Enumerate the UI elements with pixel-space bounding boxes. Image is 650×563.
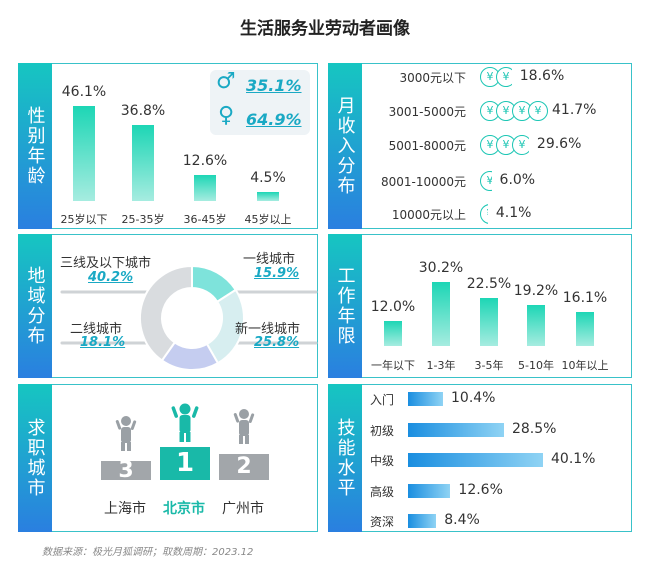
work-bar bbox=[384, 320, 402, 346]
age-bar bbox=[194, 175, 216, 201]
male-share: 35.1% bbox=[246, 76, 302, 95]
age-bar bbox=[73, 106, 95, 201]
connector-lines bbox=[60, 290, 318, 345]
work-bar bbox=[480, 298, 498, 346]
male-icon: ♂ bbox=[216, 69, 236, 94]
person-icon-rank1 bbox=[171, 403, 199, 442]
region-label-tier1: 一线城市 bbox=[243, 252, 296, 267]
work-bar-label: 22.5% bbox=[466, 276, 512, 293]
skill-bar bbox=[408, 514, 437, 528]
coin-partial-icon: ¥ bbox=[480, 203, 488, 225]
female-share: 64.9% bbox=[246, 110, 302, 129]
work-category: 10年以上 bbox=[561, 359, 609, 372]
skill-value: 10.4% bbox=[451, 390, 496, 406]
person-icon-rank3 bbox=[115, 416, 137, 451]
region-value-tier1: 15.9% bbox=[254, 266, 300, 281]
work-years-tab: 工作年限 bbox=[328, 234, 362, 378]
gender-box bbox=[210, 70, 310, 135]
age-bar-label: 46.1% bbox=[61, 84, 107, 100]
city-rank1: 北京市 bbox=[163, 501, 205, 517]
region-tab: 地域分布 bbox=[18, 234, 52, 378]
region-value-tier3: 40.2% bbox=[88, 270, 134, 285]
podium-rank1: 1 bbox=[160, 447, 210, 480]
cities-tab: 求职城市 bbox=[18, 384, 52, 532]
region-label-tier3: 三线及以下城市 bbox=[60, 256, 152, 271]
age-bar bbox=[132, 125, 154, 201]
skill-category: 资深 bbox=[370, 515, 395, 529]
city-rank2: 广州市 bbox=[222, 501, 264, 517]
income-category: 8001-10000元 bbox=[380, 175, 466, 189]
income-category: 3001-5000元 bbox=[388, 105, 466, 119]
region-value-newtier1: 25.8% bbox=[254, 335, 300, 350]
page-title: 生活服务业劳动者画像 bbox=[240, 19, 410, 39]
coin-partial-icon: ¥ bbox=[480, 170, 492, 192]
coin-icon: ¥ bbox=[496, 67, 512, 87]
region-donut-chart bbox=[60, 264, 318, 371]
data-source-note: 数据来源：极光月狐调研；取数周期：2023.12 bbox=[42, 547, 254, 558]
coin-icon: ¥ bbox=[480, 204, 488, 224]
work-bar-label: 19.2% bbox=[513, 283, 559, 300]
skill-tab: 技能水平 bbox=[328, 384, 362, 532]
skill-category: 初级 bbox=[370, 424, 395, 438]
coin-icon: ¥ bbox=[480, 171, 492, 191]
region-label-tier2: 二线城市 bbox=[70, 322, 123, 337]
donut-slices bbox=[139, 264, 245, 371]
income-value: 29.6% bbox=[536, 136, 582, 152]
income-category: 3000元以下 bbox=[399, 71, 466, 85]
skill-value: 28.5% bbox=[511, 421, 557, 437]
income-value: 6.0% bbox=[499, 172, 536, 188]
gender-age-tab: 性别年龄 bbox=[18, 63, 52, 229]
work-category: 一年以下 bbox=[371, 359, 415, 372]
work-bar bbox=[527, 305, 545, 346]
city-rank3: 上海市 bbox=[104, 501, 146, 517]
coin-icon: ¥ bbox=[512, 135, 529, 155]
skill-category: 入门 bbox=[370, 393, 395, 407]
income-tab: 月收入分布 bbox=[328, 63, 362, 229]
coin-partial-icon: ¥ bbox=[496, 66, 512, 88]
region-label-newtier1: 新一线城市 bbox=[235, 322, 301, 337]
podium-rank3: 3 bbox=[101, 460, 151, 482]
income-value: 4.1% bbox=[495, 205, 532, 221]
age-bar-label: 12.6% bbox=[182, 153, 228, 170]
work-bar-label: 16.1% bbox=[562, 289, 608, 306]
age-category: 25-35岁 bbox=[121, 213, 165, 226]
region-value-tier2: 18.1% bbox=[80, 335, 126, 350]
skill-category: 中级 bbox=[370, 454, 395, 468]
work-bar-label: 30.2% bbox=[418, 260, 464, 276]
work-bar-label: 12.0% bbox=[370, 298, 416, 315]
work-bar bbox=[576, 311, 594, 346]
income-value: 18.6% bbox=[519, 68, 565, 84]
age-bar-label: 36.8% bbox=[120, 103, 166, 120]
income-value: 41.7% bbox=[552, 102, 597, 118]
age-category: 36-45岁 bbox=[183, 213, 227, 226]
skill-bar bbox=[408, 423, 504, 437]
skill-value: 8.4% bbox=[444, 512, 480, 528]
skill-value: 12.6% bbox=[458, 482, 503, 498]
coin-icon: ¥ bbox=[512, 101, 532, 121]
work-category: 1-3年 bbox=[426, 359, 456, 372]
person-icon-rank2 bbox=[233, 409, 255, 444]
work-category: 5-10年 bbox=[518, 359, 554, 372]
income-category: 5001-8000元 bbox=[388, 139, 466, 153]
skill-category: 高级 bbox=[370, 485, 395, 499]
female-icon: ♀ bbox=[218, 103, 235, 128]
age-bar-label: 4.5% bbox=[250, 169, 286, 186]
skill-value: 40.1% bbox=[551, 451, 596, 467]
coin-icon: ¥ bbox=[528, 101, 548, 121]
donut-slice bbox=[139, 264, 193, 362]
skill-bar bbox=[408, 453, 543, 467]
income-category: 10000元以上 bbox=[391, 208, 466, 222]
age-category: 45岁以上 bbox=[244, 213, 292, 226]
skill-bar bbox=[408, 484, 451, 498]
work-category: 3-5年 bbox=[474, 359, 504, 372]
age-bar bbox=[257, 191, 279, 201]
age-category: 25岁以下 bbox=[60, 213, 108, 226]
skill-bar bbox=[408, 392, 443, 406]
work-bar bbox=[432, 282, 450, 346]
podium-rank2: 2 bbox=[219, 454, 269, 480]
podium-people bbox=[115, 403, 255, 451]
coin-partial-icon: ¥ bbox=[512, 134, 529, 156]
